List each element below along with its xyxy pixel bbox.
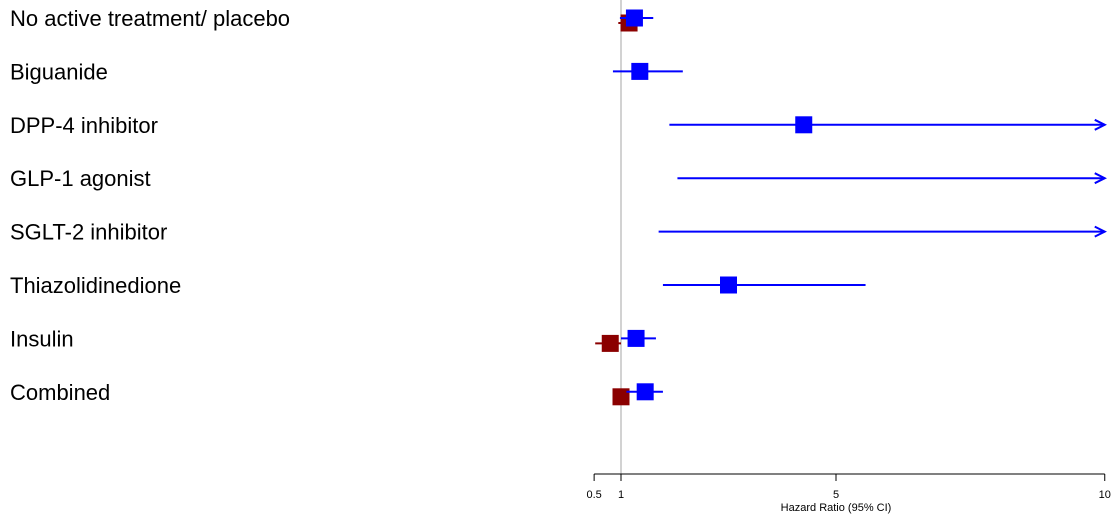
x-tick-label: 1 [618, 489, 624, 501]
ci-arrow-blue [1094, 172, 1107, 185]
row-label: Biguanide [10, 59, 108, 84]
row-label: DPP-4 inhibitor [10, 113, 158, 138]
row-label: Combined [10, 380, 110, 405]
point-estimate-blue [795, 116, 813, 134]
row-label: Thiazolidinedione [10, 273, 181, 298]
x-tick-label: 5 [833, 489, 839, 501]
point-estimate-blue [627, 329, 645, 347]
row-labels: No active treatment/ placebo Biguanide DPP… [10, 6, 290, 405]
ci-arrow-blue [1094, 118, 1107, 131]
row-label: GLP-1 agonist [10, 166, 151, 191]
point-estimate-red [612, 388, 630, 406]
row-label: SGLT-2 inhibitor [10, 220, 167, 245]
point-estimate-blue [636, 383, 654, 401]
x-axis: 0.5 1 5 10 [586, 473, 1111, 501]
point-estimate-blue [720, 276, 737, 294]
x-tick-label: 10 [1099, 489, 1111, 501]
estimate-marks [595, 9, 1107, 406]
row-label: No active treatment/ placebo [10, 6, 290, 31]
row-label: Insulin [10, 326, 74, 351]
point-estimate-blue [631, 62, 649, 80]
x-axis-title: Hazard Ratio (95% CI) [781, 502, 892, 514]
x-tick-label: 0.5 [586, 489, 601, 501]
point-estimate-blue [625, 9, 643, 27]
point-estimate-red [601, 334, 619, 352]
ci-arrow-blue [1094, 225, 1107, 238]
